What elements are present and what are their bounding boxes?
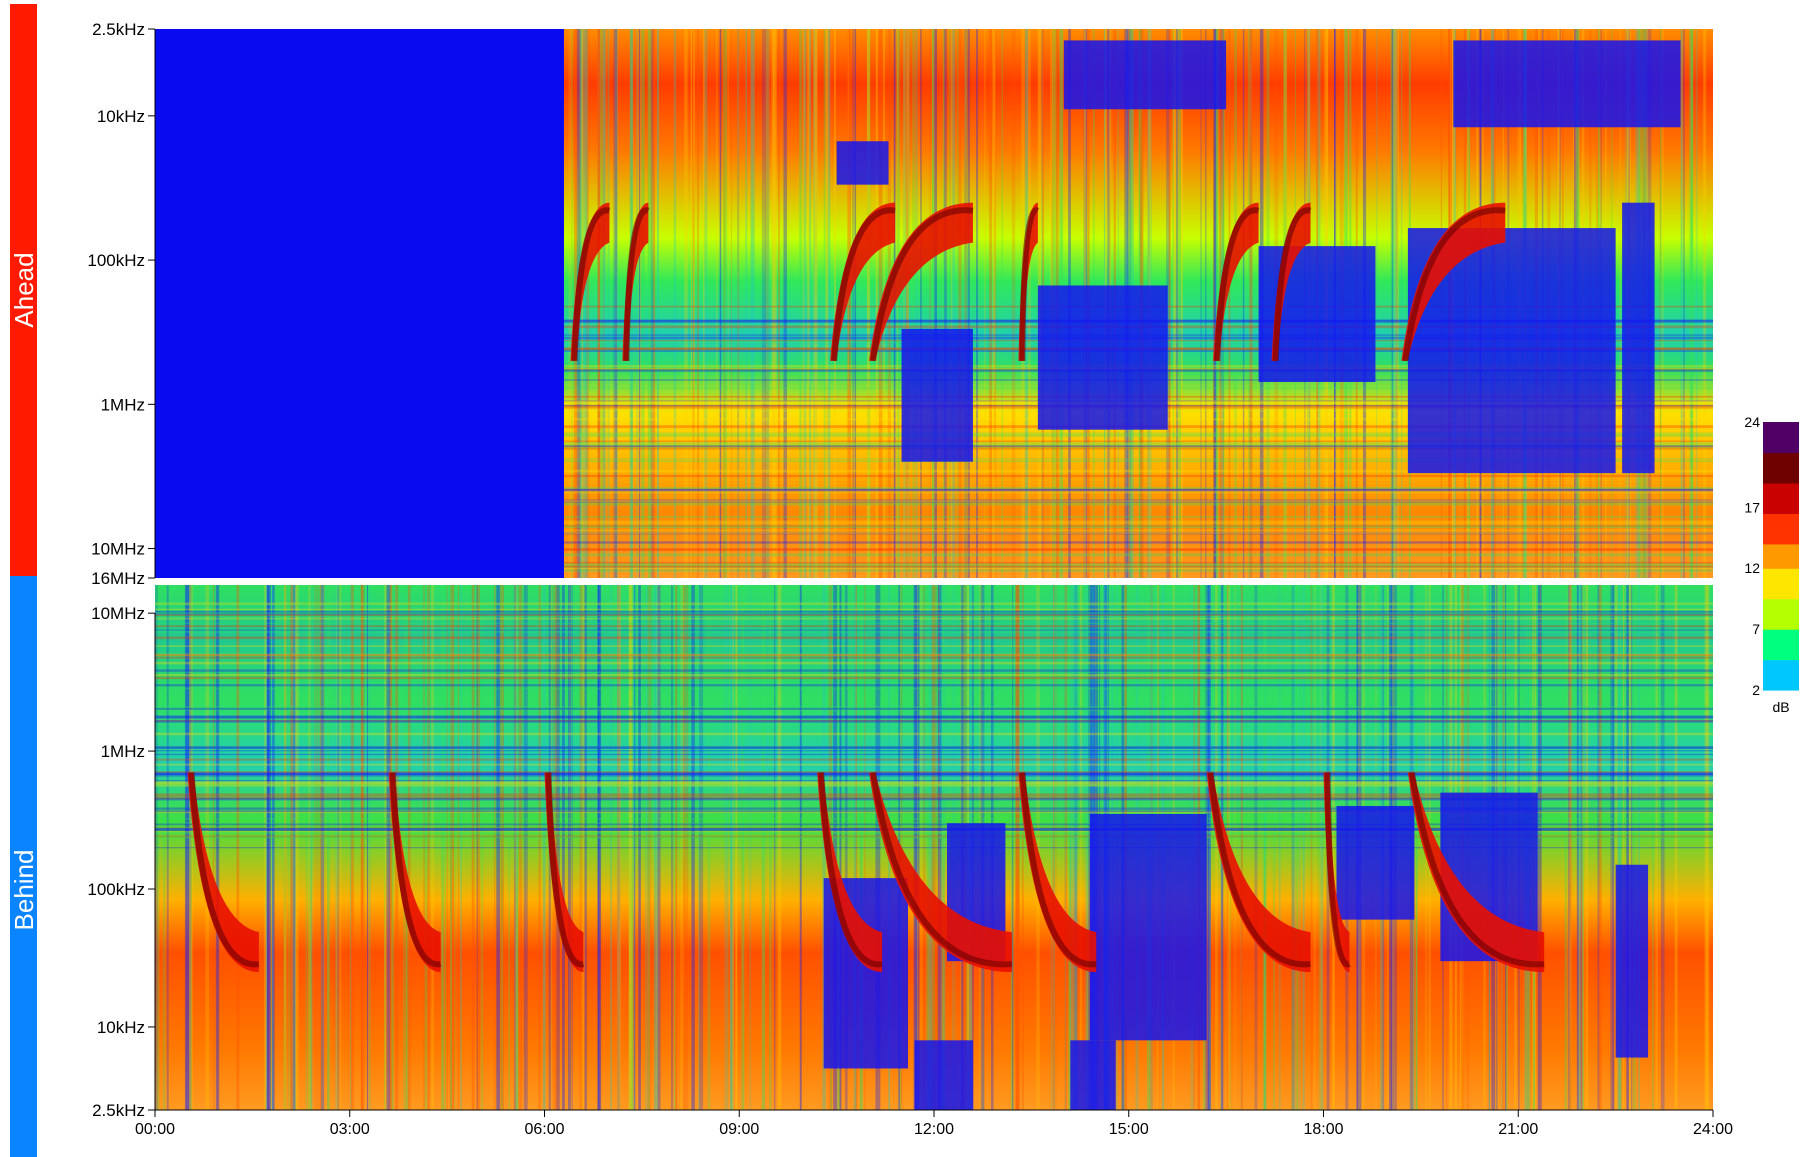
colorbar-swatch (1763, 598, 1799, 606)
time-tick-label: 00:00 (135, 1121, 175, 1138)
colorbar-swatch (1763, 671, 1799, 679)
colorbar-swatch (1763, 531, 1799, 539)
colorbar-swatch (1763, 641, 1799, 648)
colorbar-tick-label: 12 (1744, 560, 1760, 576)
colorbar-swatch (1763, 659, 1799, 667)
colorbar-swatch (1763, 446, 1799, 454)
colorbar-swatch (1763, 470, 1799, 478)
colorbar-swatch (1763, 568, 1799, 575)
time-tick-label: 03:00 (330, 1121, 370, 1138)
behind-frequency-tick-label: 10kHz (97, 1018, 145, 1037)
colorbar-swatch (1763, 543, 1799, 551)
colorbar-swatch (1763, 495, 1799, 502)
behind-frequency-tick-label: 1MHz (101, 742, 145, 761)
colorbar-swatch (1763, 434, 1799, 441)
colorbar-tick-label: 7 (1752, 621, 1760, 637)
ahead-frequency-axis: 2.5kHz 10kHz 100kHz 1MHz 10MHz 16MHz (87, 20, 156, 588)
ahead-frequency-tick-label: 16MHz (91, 569, 145, 588)
colorbar-swatch (1763, 683, 1799, 691)
time-tick-label: 24:00 (1693, 1121, 1733, 1138)
colorbar-swatch (1763, 653, 1799, 661)
colorbar-swatch (1763, 489, 1799, 496)
colorbar-swatch (1763, 428, 1799, 435)
ahead-frequency-tick-label: 1MHz (101, 395, 145, 414)
ahead-frequency-tick-label: 10kHz (97, 107, 145, 126)
colorbar-unit-label: dB (1772, 699, 1789, 715)
colorbar-swatch (1763, 635, 1799, 642)
ahead-panel-label: Ahead (9, 252, 39, 327)
time-tick-label: 15:00 (1109, 1121, 1149, 1138)
ahead-spectrogram-panel (155, 29, 1713, 578)
time-axis: 00:00 03:00 06:00 09:00 12:00 15:00 18:00 21:00… (135, 1109, 1733, 1138)
behind-frequency-tick-label: 100kHz (87, 880, 145, 899)
colorbar-swatch (1763, 422, 1799, 429)
time-tick-label: 09:00 (719, 1121, 759, 1138)
colorbar-swatch (1763, 604, 1799, 612)
colorbar-swatch (1763, 629, 1799, 636)
colorbar-swatch (1763, 592, 1799, 600)
behind-panel-bar (10, 576, 37, 1157)
behind-frequency-tick-label: 2.5kHz (92, 1101, 145, 1120)
time-tick-label: 06:00 (524, 1121, 564, 1138)
colorbar-swatch (1763, 556, 1799, 563)
colorbar-swatch (1763, 665, 1799, 673)
colorbar-swatch (1763, 647, 1799, 655)
colorbar-swatch (1763, 507, 1799, 514)
colorbar-swatch (1763, 616, 1799, 624)
colorbar-swatch (1763, 562, 1799, 569)
time-tick-label: 18:00 (1303, 1121, 1343, 1138)
ahead-panel-bar (10, 4, 37, 576)
colorbar-tick-label: 17 (1744, 499, 1760, 515)
ahead-frequency-tick-label: 100kHz (87, 251, 145, 270)
colorbar-swatch (1763, 549, 1799, 557)
colorbar-swatch (1763, 476, 1799, 484)
colorbar-tick-label: 2 (1752, 682, 1760, 698)
colorbar-swatch (1763, 519, 1799, 527)
colorbar-swatch (1763, 482, 1799, 490)
behind-frequency-tick-label: 10MHz (91, 604, 145, 623)
colorbar-tick-label: 24 (1744, 414, 1760, 430)
colorbar-swatch (1763, 677, 1799, 685)
colorbar: 24 17 12 7 2 (1744, 414, 1799, 698)
colorbar-swatch (1763, 623, 1799, 630)
colorbar-swatch (1763, 586, 1799, 594)
ahead-frequency-tick-label: 10MHz (91, 540, 145, 559)
time-tick-label: 12:00 (914, 1121, 954, 1138)
colorbar-swatch (1763, 537, 1799, 545)
colorbar-swatch (1763, 458, 1799, 466)
behind-spectrogram-panel (155, 585, 1713, 1110)
ahead-frequency-tick-label: 2.5kHz (92, 20, 145, 39)
time-tick-label: 21:00 (1498, 1121, 1538, 1138)
colorbar-swatch (1763, 580, 1799, 588)
colorbar-swatch (1763, 610, 1799, 618)
colorbar-swatch (1763, 525, 1799, 533)
colorbar-swatch (1763, 440, 1799, 447)
colorbar-swatch (1763, 464, 1799, 472)
behind-panel-label: Behind (9, 850, 39, 931)
behind-frequency-axis: 10MHz 1MHz 100kHz 10kHz 2.5kHz (87, 604, 156, 1120)
colorbar-swatch (1763, 513, 1799, 521)
colorbar-swatch (1763, 574, 1799, 581)
colorbar-swatch (1763, 501, 1799, 508)
colorbar-swatch (1763, 452, 1799, 460)
